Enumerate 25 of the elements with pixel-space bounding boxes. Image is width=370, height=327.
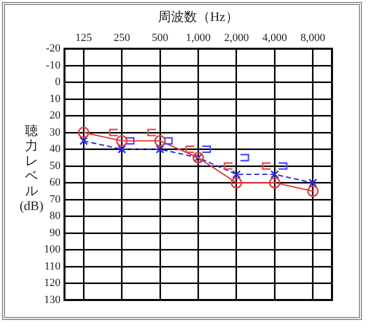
y-tick-label: -10 xyxy=(46,59,61,72)
y-tick-label: 30 xyxy=(50,126,61,138)
y-tick-label: 120 xyxy=(44,277,61,290)
y-tick-label: 80 xyxy=(50,210,61,222)
y-tick-label: 10 xyxy=(50,92,61,105)
x-tick-label: 500 xyxy=(152,32,169,44)
y-tick-label: 40 xyxy=(50,143,61,156)
y-tick-label: 110 xyxy=(44,260,61,272)
y-tick-label: 90 xyxy=(50,226,61,239)
y-tick-label: 70 xyxy=(50,193,61,206)
x-axis-title: 周波数（Hz） xyxy=(158,9,238,24)
x-tick-label: 8,000 xyxy=(300,32,326,44)
y-axis-title: 聴力レベル(dB) xyxy=(19,123,44,213)
x-tick-label: 4,000 xyxy=(262,32,288,44)
x-tick-label: 250 xyxy=(114,32,131,44)
x-tick-label: 1,000 xyxy=(186,32,212,44)
y-tick-label: 50 xyxy=(50,160,61,172)
y-tick-label: 0 xyxy=(55,76,61,88)
x-tick-label: 125 xyxy=(75,32,92,44)
x-tick-label: 2,000 xyxy=(224,32,250,44)
y-tick-label: 20 xyxy=(50,110,61,122)
y-tick-label: -20 xyxy=(46,42,61,55)
y-tick-label: 60 xyxy=(50,176,61,189)
y-tick-label: 130 xyxy=(44,294,61,306)
y-tick-label: 100 xyxy=(44,244,61,256)
